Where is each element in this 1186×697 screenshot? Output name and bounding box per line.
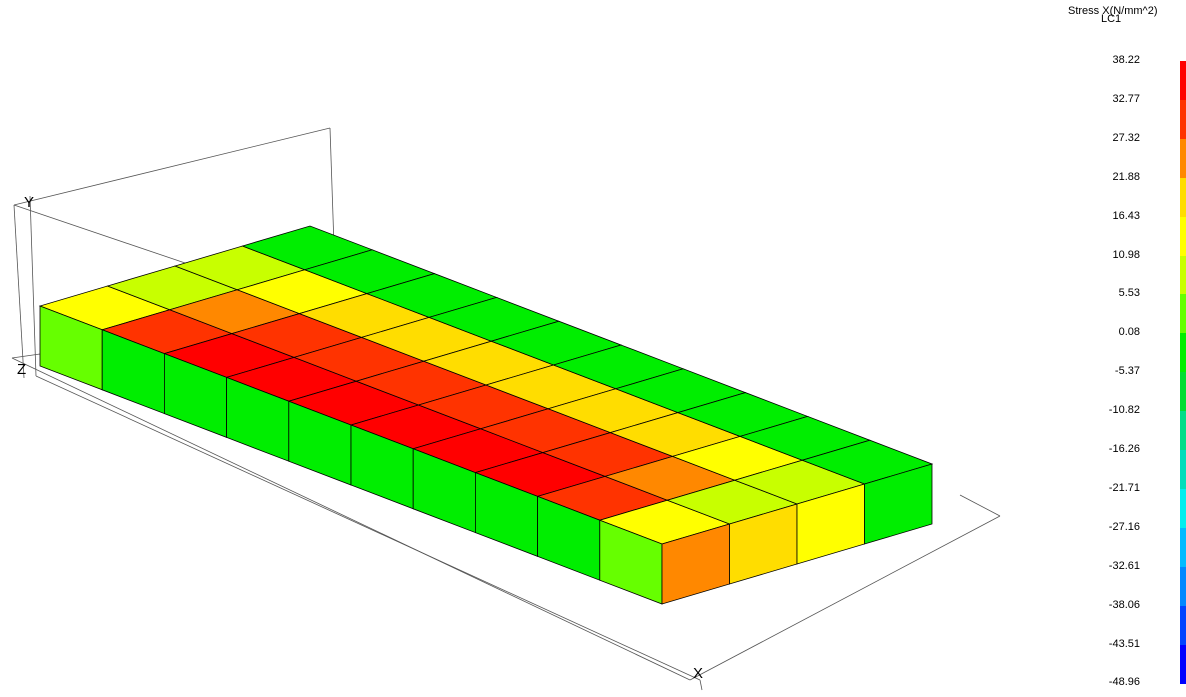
legend-title: Stress X(N/mm^2) [1068,5,1158,17]
slab-mesh [38,225,934,605]
axis-label-x: X [693,665,703,682]
legend-color-swatch [1180,333,1186,373]
axis-label-y: Y [24,194,34,211]
legend-tick-label: 0.08 [1118,326,1140,339]
slab-end-cell [864,463,933,545]
axis-frame [11,127,1001,691]
legend-color-swatch [1180,61,1186,101]
legend-tick-label: 5.53 [1118,287,1140,300]
legend-tick-label: 10.98 [1112,248,1140,261]
legend-tick-label: -32.61 [1108,559,1140,572]
legend-tick-label: -38.06 [1108,598,1140,611]
legend-tick-label: -16.26 [1108,443,1140,455]
stress-legend: Stress X(N/mm^2) LC1 38.22 32.77 27.32 21.8… [1060,0,1186,697]
legend-color-swatch [1180,488,1186,529]
legend-color-swatch [1180,566,1186,607]
legend-color-swatch [1180,411,1186,451]
legend-color-swatch [1180,372,1186,412]
legend-color-swatch [1180,527,1186,568]
legend-tick-label: -21.71 [1108,481,1140,494]
legend-tick-label: -27.16 [1108,520,1140,533]
legend-color-swatch [1180,255,1186,295]
legend-tick-label: -48.96 [1108,676,1140,689]
legend-color-swatch [1180,605,1186,645]
legend-subtitle: LC1 [1101,13,1122,25]
legend-tick-label: -5.37 [1114,365,1140,378]
legend-tick-label: 16.43 [1112,209,1140,222]
legend-color-swatch [1180,294,1186,334]
legend-tick-label: 21.88 [1112,170,1140,183]
legend-tick-label: 32.77 [1112,92,1140,105]
legend-tick-label: 38.22 [1112,54,1140,66]
legend-color-swatch [1180,216,1186,256]
legend-color-swatch [1180,99,1186,140]
legend-tick-label: 27.32 [1112,131,1140,144]
legend-tick-label: -43.51 [1108,637,1140,650]
legend-color-swatch [1180,177,1186,218]
legend-color-swatch [1180,450,1186,490]
legend-color-swatch [1180,644,1186,684]
legend-tick-label: -10.82 [1108,404,1140,417]
axis-label-z: Z [17,361,26,378]
legend-color-swatch [1180,138,1186,179]
